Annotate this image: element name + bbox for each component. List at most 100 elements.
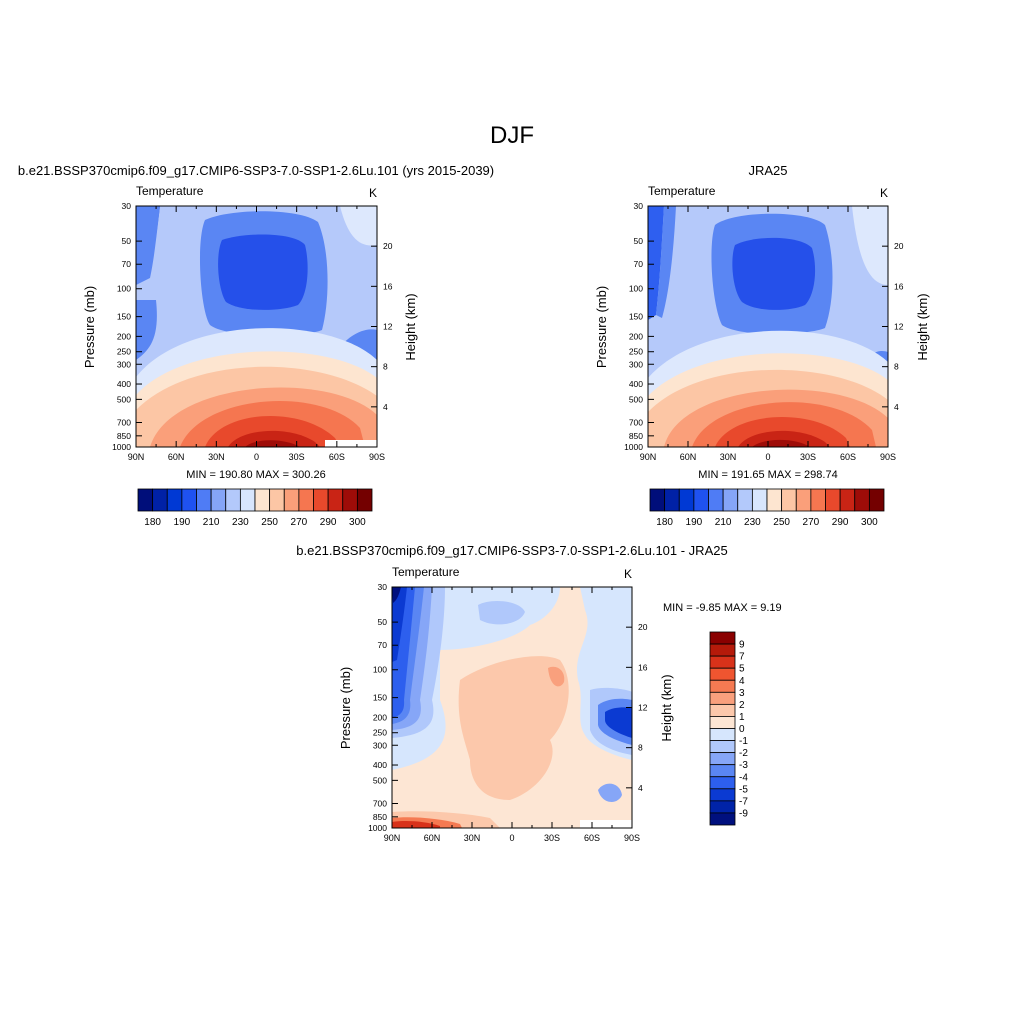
- y-tick-label: 50: [634, 236, 644, 246]
- y-tick-label: 70: [122, 259, 132, 269]
- diff-high-lat-s-4: [605, 707, 632, 738]
- colorbar-swatch: [269, 488, 285, 512]
- contour-tropical-cold: [218, 234, 308, 310]
- colorbar-swatch: [708, 488, 724, 512]
- colorbar-label: 2: [739, 700, 745, 711]
- colorbar-swatch: [649, 488, 666, 512]
- y-tick-label: 700: [629, 417, 643, 427]
- colorbar-swatch: [283, 488, 300, 512]
- panel-reanalysis-stats: MIN = 191.65 MAX = 298.74: [698, 469, 837, 481]
- y-tick-label: 1000: [624, 442, 643, 452]
- x-tick-label: 60N: [680, 452, 697, 462]
- y2-tick-label: 8: [383, 362, 388, 372]
- y-tick-label: 200: [629, 331, 643, 341]
- panel-reanalysis: JRA25 Temperature K 90N 60N 30N 0 30S 60S 90S 3…: [594, 163, 930, 528]
- y2-tick-label: 20: [638, 622, 648, 632]
- colorbar-swatch: [722, 488, 739, 512]
- y-tick-label: 30: [634, 201, 644, 211]
- colorbar-label: 5: [739, 664, 745, 675]
- y-tick-label: 1000: [112, 442, 131, 452]
- colorbar-label: -5: [739, 784, 748, 795]
- y-tick-label: 150: [117, 312, 131, 322]
- diff-polar-n-5: [392, 587, 401, 603]
- panel-reanalysis-colorbar: 180 190 210 230 250 270 290 300: [649, 488, 885, 528]
- y-tick-label: 300: [117, 359, 131, 369]
- colorbar-swatch: [737, 488, 753, 512]
- colorbar-label: 230: [232, 517, 249, 528]
- colorbar-label: -1: [739, 736, 748, 747]
- y2-tick-label: 16: [638, 662, 648, 672]
- y2-tick-label: 20: [383, 241, 393, 251]
- y2-tick-label: 4: [894, 402, 899, 412]
- y2-tick-label: 8: [894, 362, 899, 372]
- y-tick-label: 850: [629, 431, 643, 441]
- panel-reanalysis-field: [648, 206, 888, 447]
- panel-reanalysis-y2label: Height (km): [915, 293, 930, 360]
- y-tick-label: 500: [373, 775, 387, 785]
- colorbar-swatch: [709, 679, 736, 693]
- colorbar-label: 3: [739, 688, 745, 699]
- diff-tropical-spot: [548, 666, 565, 687]
- colorbar-label: 190: [686, 517, 703, 528]
- colorbar-swatch: [210, 488, 227, 512]
- contour-polar-cold: [648, 206, 664, 320]
- colorbar-swatch: [709, 776, 736, 790]
- panel-difference-variable: Temperature: [392, 565, 460, 579]
- panel-difference-y2label: Height (km): [659, 674, 674, 741]
- y2-tick-label: 12: [894, 322, 904, 332]
- colorbar-label: 9: [739, 640, 745, 651]
- colorbar-swatch: [166, 488, 183, 512]
- y-tick-label: 70: [378, 640, 388, 650]
- panel-difference-stats: MIN = -9.85 MAX = 9.19: [663, 602, 782, 614]
- y2-tick-label: 12: [383, 322, 393, 332]
- colorbar-swatch: [678, 488, 695, 512]
- y-tick-label: 300: [629, 359, 643, 369]
- y-tick-label: 700: [117, 417, 131, 427]
- diff-polar-n-4: [392, 587, 407, 662]
- y-tick-label: 250: [117, 347, 131, 357]
- colorbar-label: 300: [861, 517, 878, 528]
- page-title: DJF: [490, 122, 534, 149]
- panel-reanalysis-title: JRA25: [748, 163, 787, 178]
- colorbar-swatch: [795, 488, 812, 512]
- y-tick-label: 50: [378, 617, 388, 627]
- x-tick-label: 60S: [329, 452, 345, 462]
- y-tick-label: 1000: [368, 823, 387, 833]
- colorbar-swatch: [709, 788, 736, 802]
- colorbar-swatch: [709, 631, 736, 645]
- colorbar-swatch: [298, 488, 314, 512]
- panel-reanalysis-units: K: [880, 186, 888, 200]
- colorbar-swatch: [225, 488, 241, 512]
- y-tick-label: 150: [629, 312, 643, 322]
- y-tick-label: 400: [629, 379, 643, 389]
- contour-tropical-cold: [732, 237, 816, 310]
- colorbar-swatch: [664, 488, 680, 512]
- x-tick-label: 30N: [720, 452, 737, 462]
- colorbar-swatch: [254, 488, 271, 512]
- panel-model: b.e21.BSSP370cmip6.f09_g17.CMIP6-SSP3-7.…: [18, 163, 494, 528]
- colorbar-label: 1: [739, 712, 745, 723]
- colorbar-swatch: [839, 488, 856, 512]
- colorbar-swatch: [709, 728, 736, 741]
- y-tick-label: 250: [373, 728, 387, 738]
- colorbar-swatch: [709, 812, 736, 826]
- x-tick-label: 30S: [800, 452, 816, 462]
- colorbar-label: 4: [739, 676, 745, 687]
- contour-troposphere-8: [245, 440, 300, 447]
- x-tick-label: 30S: [289, 452, 305, 462]
- y-tick-label: 100: [117, 284, 131, 294]
- y-tick-label: 30: [122, 201, 132, 211]
- contour-troposphere-8: [752, 439, 810, 447]
- y-tick-label: 100: [373, 665, 387, 675]
- colorbar-label: 210: [203, 517, 220, 528]
- colorbar-swatch: [854, 488, 870, 512]
- colorbar-label: 270: [291, 517, 308, 528]
- panel-model-ylabel: Pressure (mb): [82, 286, 97, 368]
- colorbar-swatch: [751, 488, 768, 512]
- x-tick-label: 60S: [584, 833, 600, 843]
- y-tick-label: 200: [117, 331, 131, 341]
- colorbar-swatch: [709, 643, 736, 657]
- y-tick-label: 850: [373, 812, 387, 822]
- x-tick-label: 90S: [624, 833, 640, 843]
